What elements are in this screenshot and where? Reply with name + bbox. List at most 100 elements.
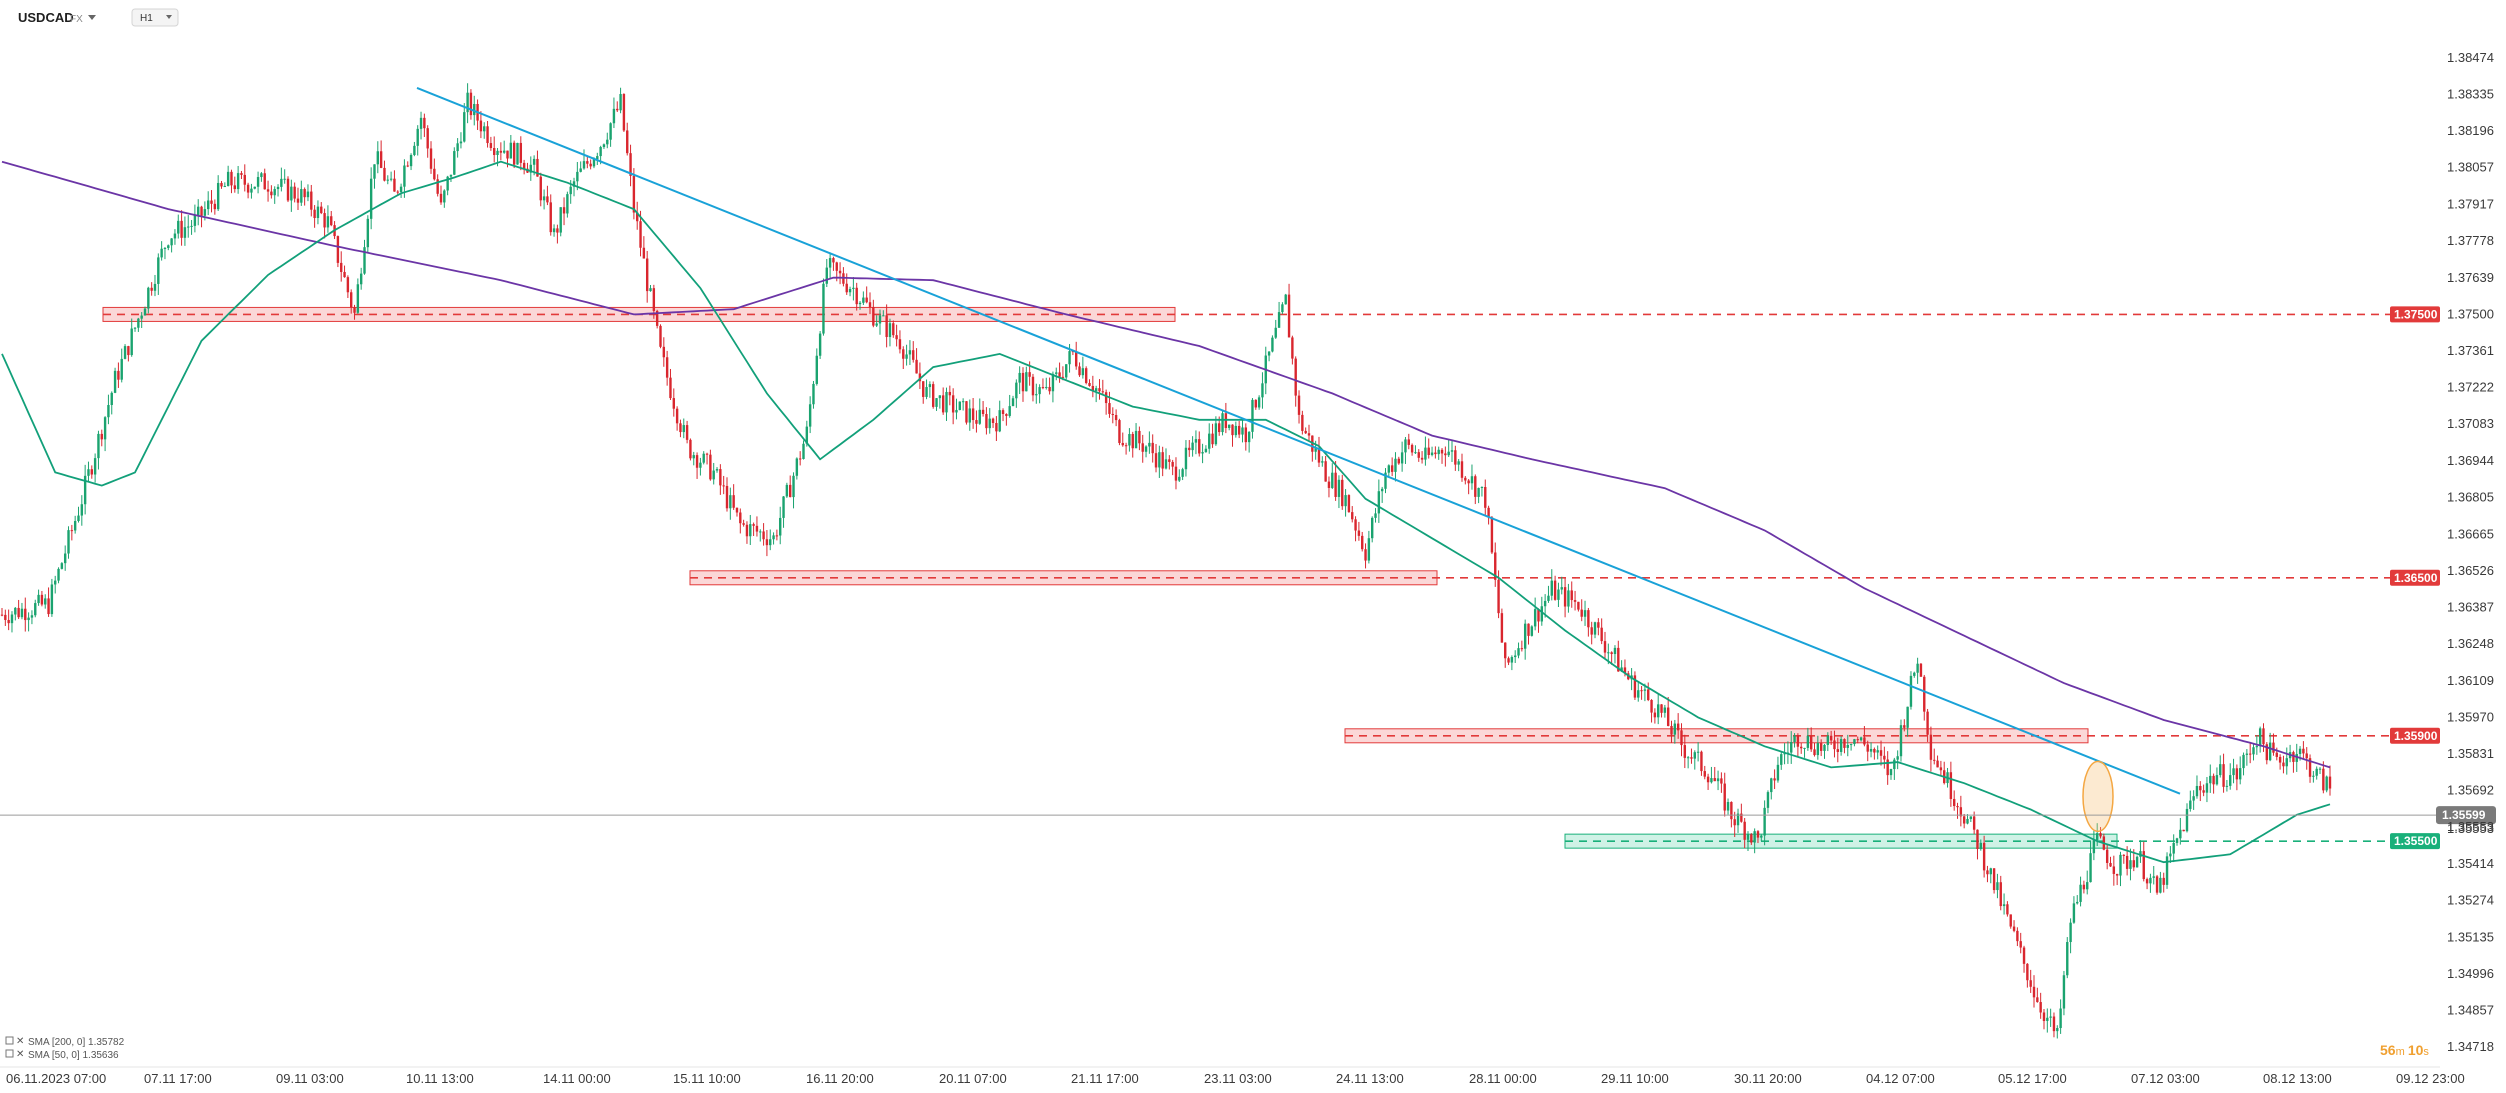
candle-body bbox=[895, 335, 898, 340]
candle-body bbox=[439, 193, 443, 203]
candle-body bbox=[1251, 399, 1254, 432]
candle-body bbox=[379, 151, 383, 168]
x-tick-label: 07.12 03:00 bbox=[2131, 1071, 2200, 1086]
candle-body bbox=[1075, 351, 1078, 367]
candle-body bbox=[1301, 414, 1304, 431]
candle-body bbox=[1693, 752, 1696, 759]
candle-body bbox=[1420, 457, 1424, 460]
candle-body bbox=[1434, 452, 1437, 455]
candle-timer: 56m 10s bbox=[2380, 1042, 2429, 1058]
candle-body bbox=[765, 539, 769, 546]
candle-body bbox=[117, 370, 120, 380]
candle-body bbox=[1164, 459, 1168, 469]
candle-body bbox=[669, 377, 672, 399]
candle-body bbox=[835, 262, 838, 271]
candle-body bbox=[552, 228, 556, 233]
y-tick-label: 1.35970 bbox=[2447, 709, 2494, 724]
candle-body bbox=[1806, 735, 1810, 748]
candle-body bbox=[935, 398, 938, 407]
legend-entry: SMA [50, 0] 1.35636 bbox=[28, 1050, 119, 1061]
candle-body bbox=[346, 277, 350, 293]
y-axis[interactable]: 1.38474 1.38335 1.38196 1.38057 1.37917 1.377… bbox=[2447, 50, 2494, 1054]
y-tick-label: 1.38057 bbox=[2447, 160, 2494, 175]
descending-trendline[interactable] bbox=[416, 87, 2181, 795]
candle-body bbox=[1982, 842, 1986, 871]
candle-body bbox=[483, 126, 486, 132]
candle-body bbox=[2219, 764, 2222, 776]
candle-body bbox=[892, 323, 895, 336]
candle-body bbox=[1497, 579, 1500, 614]
candle-body bbox=[1617, 647, 1620, 672]
candle-body bbox=[1876, 750, 1879, 753]
candle-body bbox=[283, 178, 286, 180]
candle-body bbox=[1869, 748, 1873, 752]
legend-close-icon: ✕ bbox=[16, 1049, 24, 1060]
candle-body bbox=[1154, 453, 1158, 468]
candle-body bbox=[2026, 963, 2029, 981]
candle-body bbox=[1400, 452, 1404, 464]
candle-body bbox=[1819, 743, 1823, 751]
candle-body bbox=[1976, 829, 1979, 849]
candle-body bbox=[1776, 764, 1780, 781]
candle-body bbox=[1666, 707, 1670, 726]
candle-body bbox=[1770, 778, 1773, 793]
candle-body bbox=[190, 225, 193, 227]
candle-body bbox=[1011, 398, 1015, 407]
candle-body bbox=[466, 92, 469, 113]
candle-body bbox=[2082, 884, 2086, 890]
candle-body bbox=[968, 408, 971, 423]
symbol-label[interactable]: USDCAD bbox=[18, 10, 74, 25]
candle-body bbox=[403, 165, 406, 187]
candle-body bbox=[2132, 860, 2135, 868]
candle-body bbox=[788, 484, 792, 498]
x-axis[interactable]: 06.11.2023 07:00 07.11 17:00 09.11 03:00 10… bbox=[0, 1066, 2465, 1086]
candle-body bbox=[429, 148, 433, 169]
candle-body bbox=[2076, 901, 2079, 904]
candle-body bbox=[1364, 549, 1367, 561]
candle-body bbox=[177, 220, 180, 234]
candle-body bbox=[569, 186, 572, 195]
candle-body bbox=[1351, 512, 1354, 520]
candle-body bbox=[1929, 734, 1933, 760]
trendline-layer[interactable] bbox=[416, 87, 2181, 833]
candle-body bbox=[393, 178, 396, 192]
candle-body bbox=[2265, 744, 2269, 761]
candle-body bbox=[1151, 442, 1154, 454]
candle-body bbox=[1038, 387, 1041, 395]
candle-body bbox=[1743, 821, 1746, 840]
candle-body bbox=[709, 454, 712, 480]
candle-body bbox=[2152, 876, 2155, 878]
timeframe-button[interactable] bbox=[131, 8, 179, 27]
candle-body bbox=[1124, 445, 1128, 447]
candle-body bbox=[1291, 337, 1294, 359]
candle-body bbox=[1384, 472, 1387, 489]
candle-body bbox=[1607, 652, 1610, 654]
candle-body bbox=[1267, 351, 1271, 356]
candle-body bbox=[1494, 552, 1497, 580]
candle-body bbox=[2169, 853, 2172, 857]
candle-body bbox=[2292, 752, 2295, 762]
candle-body bbox=[1188, 447, 1191, 451]
y-tick-label: 1.38474 bbox=[2447, 50, 2494, 65]
candle-body bbox=[1813, 749, 1816, 756]
candle-body bbox=[532, 158, 536, 165]
candle-body bbox=[496, 150, 499, 156]
candle-body bbox=[280, 178, 283, 187]
candle-body bbox=[2298, 748, 2302, 754]
sma-200-line bbox=[1, 160, 2331, 769]
candle-body bbox=[1959, 807, 1963, 817]
candle-body bbox=[1374, 513, 1377, 518]
candle-body bbox=[2159, 877, 2162, 893]
candle-body bbox=[622, 94, 626, 131]
symbol-dropdown-icon[interactable] bbox=[88, 15, 96, 20]
candle-body bbox=[37, 594, 40, 604]
candle-body bbox=[1241, 427, 1244, 435]
candle-body bbox=[971, 408, 975, 421]
candle-body bbox=[2248, 753, 2252, 755]
y-tick-label: 1.35414 bbox=[2447, 856, 2494, 871]
current-price-below-label: 1.35553 bbox=[2447, 821, 2494, 836]
candle-body bbox=[1417, 452, 1420, 458]
candle-body bbox=[1553, 580, 1557, 600]
candle-body bbox=[546, 196, 549, 203]
